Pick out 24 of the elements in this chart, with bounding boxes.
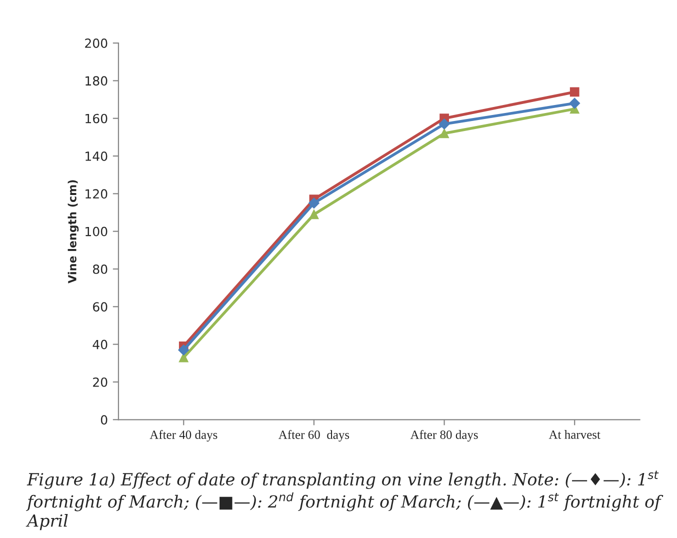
point: [178, 344, 190, 356]
text: Figure 1a) Effect of date of transplanting on vine length. Note: (—♦—): 1$^{st}$ fortnight of March; (—■—): 2$^{nd}$ fortnight of March; (—▲—): 1$^{st}$ fortnight of April: [26, 470, 664, 530]
point: [309, 210, 319, 220]
y-tick-label: 200: [85, 38, 108, 48]
y-tick-label: 160: [86, 114, 108, 124]
y-tick-label: 140: [86, 151, 108, 161]
x-tick-label: After 40 days: [150, 430, 218, 442]
y-tick-label: 20: [93, 377, 108, 387]
y-tick-label: 100: [86, 226, 108, 236]
x-tick-label: At harvest: [548, 430, 600, 439]
point: [308, 198, 320, 209]
point: [569, 98, 580, 109]
y-tick-label: 120: [86, 189, 108, 199]
y-tick-label: 80: [93, 264, 108, 274]
point: [570, 87, 580, 97]
x-tick-label: After 80 days: [410, 430, 478, 442]
y-tick-label: 40: [92, 340, 108, 350]
y-tick-label: 60: [93, 302, 108, 312]
y-tick-label: 180: [86, 76, 108, 86]
y-axis-title: Vine length (cm): [68, 180, 79, 284]
point: [440, 128, 449, 138]
y-tick-label: 0: [100, 415, 108, 425]
x-tick-label: After 60 days: [278, 430, 350, 442]
point: [438, 118, 450, 130]
